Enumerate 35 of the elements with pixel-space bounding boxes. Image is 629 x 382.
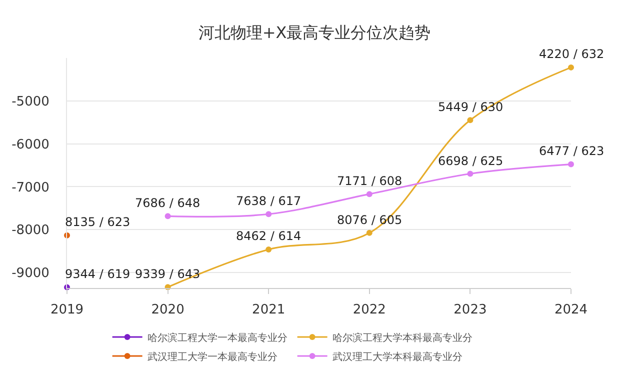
point <box>164 213 171 220</box>
y-tick-label: -6000 <box>12 137 50 152</box>
point <box>467 170 474 177</box>
annotation: 7171 / 608 <box>337 174 402 188</box>
point <box>568 64 574 70</box>
y-tick-label: -8000 <box>12 223 50 238</box>
x-tick-label: 2024 <box>554 302 588 318</box>
x-tick-label: 2022 <box>352 302 386 318</box>
x-tick-label: 2020 <box>151 302 184 318</box>
point <box>266 211 272 218</box>
annotation: 4220 / 632 <box>539 47 604 61</box>
point <box>568 161 574 168</box>
legend-label: 武汉理工大学本科最高专业分 <box>332 350 462 363</box>
y-tick-label: -7000 <box>12 180 50 196</box>
annotation: 7638 / 617 <box>236 194 302 208</box>
point <box>366 191 372 198</box>
annotation: 8462 / 614 <box>236 229 302 243</box>
legend-label: 哈尔滨工程大学本科最高专业分 <box>332 332 472 344</box>
legend-label: 哈尔滨工程大学一本最高专业分 <box>147 332 288 344</box>
point <box>266 246 272 252</box>
chart-title: 河北物理+X最高专业分位次趋势 <box>198 22 431 42</box>
point <box>366 230 372 236</box>
annotation: 6698 / 625 <box>438 154 504 168</box>
y-tick-label: -5000 <box>12 94 50 110</box>
annotation: 7686 / 648 <box>135 196 200 210</box>
legend-label: 武汉理工大学一本最高专业分 <box>147 350 278 363</box>
x-tick-label: 2019 <box>50 302 84 318</box>
annotation: 6477 / 623 <box>539 144 604 158</box>
annotation: 9339 / 643 <box>135 267 200 281</box>
point <box>467 117 474 124</box>
annotation: 8135 / 623 <box>65 215 130 229</box>
x-tick-label: 2021 <box>252 302 286 318</box>
annotation: 9344 / 619 <box>65 267 130 281</box>
x-tick-label: 2023 <box>454 302 487 318</box>
y-tick-label: -9000 <box>12 266 50 282</box>
